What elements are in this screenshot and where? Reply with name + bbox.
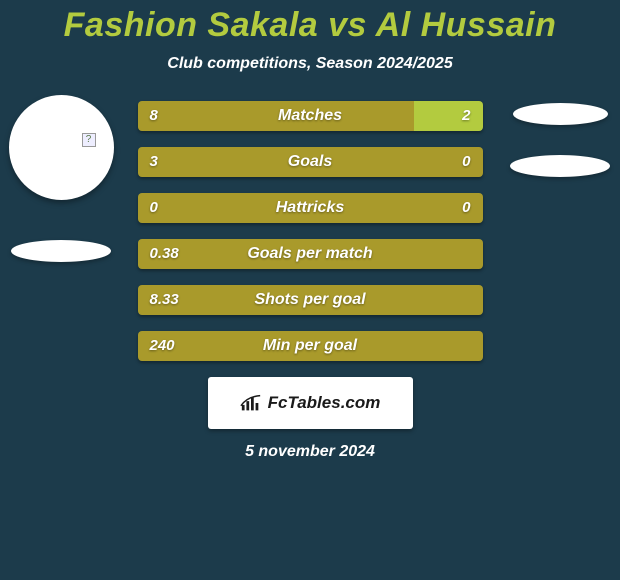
branding-badge: FcTables.com <box>208 377 413 429</box>
image-placeholder-icon: ? <box>82 133 96 147</box>
bar-segment-left <box>138 239 483 269</box>
page-title: Fashion Sakala vs Al Hussain <box>0 0 620 45</box>
stat-row: Shots per goal8.33 <box>138 285 483 315</box>
stat-row: Goals30 <box>138 147 483 177</box>
bar-segment-left <box>138 101 414 131</box>
stat-value-left: 3 <box>150 147 158 177</box>
fctables-icon <box>240 393 262 413</box>
stat-value-left: 0.38 <box>150 239 179 269</box>
bar-segment-right <box>414 101 483 131</box>
player-left: ? <box>6 95 116 262</box>
bar-segment-left <box>138 331 483 361</box>
bar-segment-left <box>138 147 483 177</box>
stat-value-right: 0 <box>462 147 470 177</box>
stat-value-left: 8 <box>150 101 158 131</box>
stat-row: Goals per match0.38 <box>138 239 483 269</box>
subtitle: Club competitions, Season 2024/2025 <box>0 55 620 73</box>
stat-row: Matches82 <box>138 101 483 131</box>
avatar-left: ? <box>9 95 114 200</box>
stat-value-right: 2 <box>462 101 470 131</box>
stat-row: Min per goal240 <box>138 331 483 361</box>
stat-value-right: 0 <box>462 193 470 223</box>
bar-segment-left <box>138 193 483 223</box>
stat-value-left: 240 <box>150 331 175 361</box>
player-right <box>500 95 620 177</box>
avatar-left-shadow <box>11 240 111 262</box>
comparison-card: Fashion Sakala vs Al Hussain Club compet… <box>0 0 620 580</box>
content-area: ? Matches82Goals30Hattricks00Goals per m… <box>0 101 620 461</box>
stat-bars: Matches82Goals30Hattricks00Goals per mat… <box>138 101 483 361</box>
branding-text: FcTables.com <box>268 393 381 413</box>
avatar-right-strip-1 <box>513 103 608 125</box>
date-text: 5 november 2024 <box>0 443 620 461</box>
stat-row: Hattricks00 <box>138 193 483 223</box>
bar-segment-left <box>138 285 483 315</box>
stat-value-left: 8.33 <box>150 285 179 315</box>
avatar-right-strip-2 <box>510 155 610 177</box>
stat-value-left: 0 <box>150 193 158 223</box>
